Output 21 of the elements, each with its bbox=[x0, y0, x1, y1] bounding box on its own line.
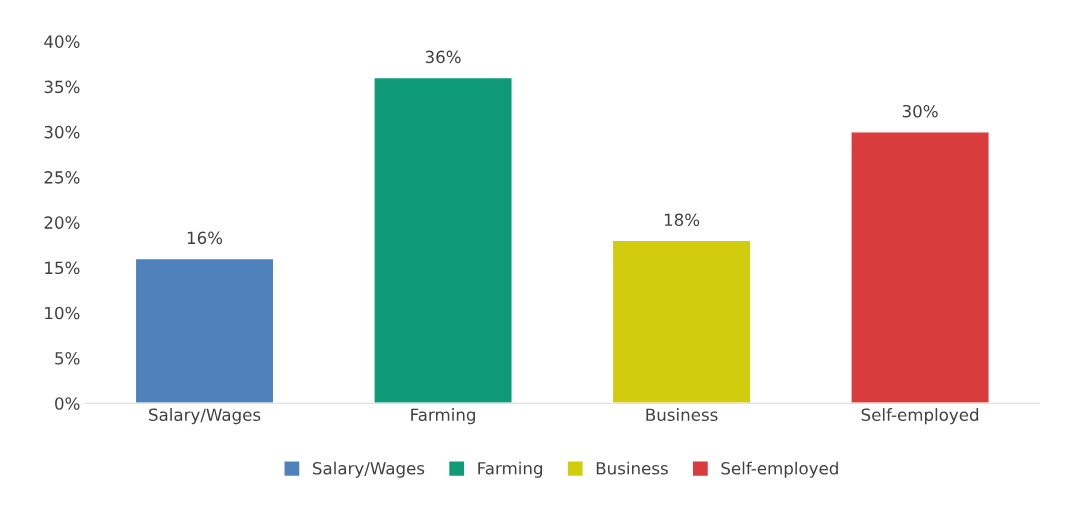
x-tick-label: Business bbox=[646, 408, 718, 422]
y-tick-label: 20% bbox=[44, 216, 80, 229]
y-tick-label: 5% bbox=[55, 351, 80, 365]
legend-label: Business bbox=[596, 461, 668, 475]
y-tick-label: 0% bbox=[55, 397, 80, 410]
x-tick-label: Farming bbox=[411, 408, 475, 425]
y-tick-label: 15% bbox=[45, 261, 80, 275]
y-tick-label: 25% bbox=[44, 171, 80, 184]
y-tick-label: 35% bbox=[44, 80, 80, 94]
y-tick-label: 40% bbox=[44, 35, 80, 48]
data-label: 16% bbox=[187, 231, 223, 245]
data-label: 36% bbox=[425, 50, 461, 64]
legend-label: Self-employed bbox=[721, 461, 838, 478]
y-tick-label: 30% bbox=[44, 125, 80, 139]
y-tick-label: 10% bbox=[45, 306, 80, 320]
x-tick-label: Self-employed bbox=[861, 408, 979, 425]
legend-label: Farming bbox=[478, 461, 543, 478]
data-label: 30% bbox=[902, 104, 938, 118]
x-tick-label: Salary/Wages bbox=[149, 408, 261, 425]
legend-label: Salary/Wages bbox=[313, 461, 425, 478]
data-label: 18% bbox=[664, 213, 700, 227]
